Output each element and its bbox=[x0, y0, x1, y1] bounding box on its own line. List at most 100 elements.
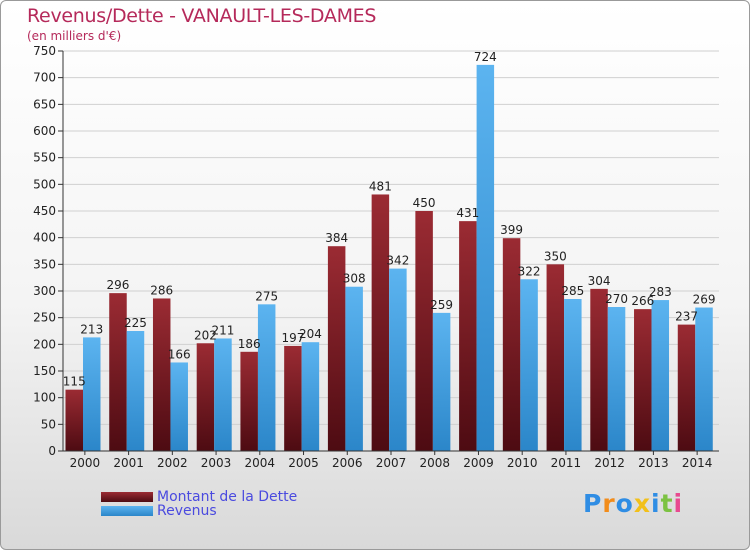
x-tick-label: 2004 bbox=[245, 456, 276, 470]
data-label-dette-2004: 186 bbox=[238, 337, 261, 351]
proxiti-logo: Proxiti bbox=[583, 489, 683, 518]
bar-dette-2007 bbox=[371, 194, 390, 451]
x-tick-label: 2010 bbox=[507, 456, 538, 470]
bar-revenus-2000 bbox=[83, 337, 101, 451]
y-tick-label: 350 bbox=[33, 257, 56, 271]
logo-letter: i bbox=[673, 489, 684, 518]
data-label-revenus-2001: 225 bbox=[124, 316, 147, 330]
x-tick-label: 2003 bbox=[201, 456, 232, 470]
logo-letter: t bbox=[660, 489, 674, 518]
bar-dette-2006 bbox=[327, 246, 346, 451]
bar-dette-2000 bbox=[65, 389, 83, 451]
data-label-revenus-2012: 270 bbox=[605, 292, 628, 306]
legend-label-revenus: Revenus bbox=[157, 503, 217, 519]
y-tick-label: 750 bbox=[33, 44, 56, 58]
bar-dette-2001 bbox=[109, 293, 127, 451]
data-label-revenus-2000: 213 bbox=[80, 322, 103, 336]
logo-letter: P bbox=[583, 489, 603, 518]
chart-title: Revenus/Dette - VANAULT-LES-DAMES bbox=[27, 5, 377, 27]
data-label-revenus-2006: 308 bbox=[343, 272, 366, 286]
y-tick-label: 700 bbox=[33, 71, 56, 85]
data-label-dette-2013: 266 bbox=[631, 294, 654, 308]
y-tick-label: 100 bbox=[33, 391, 56, 405]
data-label-revenus-2008: 259 bbox=[430, 298, 453, 312]
y-tick-label: 250 bbox=[33, 311, 56, 325]
bar-revenus-2013 bbox=[651, 300, 670, 451]
data-label-dette-2000: 115 bbox=[63, 375, 86, 389]
legend-swatch-dette bbox=[101, 492, 153, 502]
bar-revenus-2008 bbox=[432, 312, 451, 451]
x-tick-label: 2014 bbox=[682, 456, 713, 470]
y-tick-label: 400 bbox=[33, 231, 56, 245]
data-label-revenus-2009: 724 bbox=[474, 50, 497, 64]
logo-letter: i bbox=[651, 489, 661, 518]
data-label-dette-2008: 450 bbox=[413, 196, 436, 210]
data-label-revenus-2005: 204 bbox=[299, 327, 322, 341]
bar-dette-2004 bbox=[240, 351, 258, 451]
data-label-revenus-2003: 211 bbox=[211, 323, 234, 337]
logo-letter: x bbox=[633, 489, 651, 518]
bar-dette-2003 bbox=[196, 343, 215, 451]
data-label-revenus-2002: 166 bbox=[168, 347, 191, 361]
x-tick-label: 2007 bbox=[376, 456, 407, 470]
data-label-dette-2010: 399 bbox=[500, 223, 523, 237]
y-tick-label: 50 bbox=[41, 417, 56, 431]
bar-revenus-2005 bbox=[301, 342, 320, 451]
y-tick-label: 550 bbox=[33, 151, 56, 165]
y-tick-label: 600 bbox=[33, 124, 56, 138]
bars bbox=[65, 64, 713, 451]
legend-item-dette: Montant de la Dette bbox=[101, 489, 298, 505]
data-label-revenus-2013: 283 bbox=[649, 285, 672, 299]
bar-dette-2002 bbox=[152, 298, 171, 451]
data-label-revenus-2010: 322 bbox=[518, 264, 541, 278]
y-tick-label: 200 bbox=[33, 337, 56, 351]
data-label-dette-2006: 384 bbox=[325, 231, 348, 245]
bar-revenus-2004 bbox=[257, 304, 276, 451]
x-tick-label: 2001 bbox=[113, 456, 144, 470]
data-label-dette-2001: 296 bbox=[107, 278, 130, 292]
legend-item-revenus: Revenus bbox=[101, 503, 217, 519]
bar-revenus-2011 bbox=[564, 299, 582, 451]
bar-dette-2014 bbox=[677, 324, 696, 451]
data-label-dette-2005: 197 bbox=[281, 331, 304, 345]
bar-revenus-2009 bbox=[476, 64, 495, 451]
bar-revenus-2001 bbox=[126, 331, 145, 451]
y-tick-label: 150 bbox=[33, 364, 56, 378]
data-label-dette-2009: 431 bbox=[456, 206, 479, 220]
x-tick-label: 2012 bbox=[594, 456, 625, 470]
data-label-revenus-2004: 275 bbox=[255, 289, 278, 303]
x-tick-label: 2008 bbox=[419, 456, 450, 470]
bar-dette-2012 bbox=[590, 288, 608, 451]
y-tick-label: 650 bbox=[33, 97, 56, 111]
x-tick-label: 2005 bbox=[288, 456, 319, 470]
legend-swatch-revenus bbox=[101, 506, 153, 516]
data-label-dette-2003: 202 bbox=[194, 328, 217, 342]
logo-letter: o bbox=[615, 489, 634, 518]
y-tick-label: 300 bbox=[33, 284, 56, 298]
bar-dette-2011 bbox=[546, 264, 565, 451]
x-tick-label: 2000 bbox=[70, 456, 101, 470]
legend-label-dette: Montant de la Dette bbox=[157, 489, 298, 505]
y-tick-label: 500 bbox=[33, 177, 56, 191]
bar-revenus-2003 bbox=[214, 338, 232, 451]
bar-dette-2009 bbox=[459, 221, 477, 451]
bar-revenus-2012 bbox=[607, 307, 626, 451]
x-tick-label: 2009 bbox=[463, 456, 494, 470]
bar-revenus-2006 bbox=[345, 286, 363, 451]
x-tick-label: 2011 bbox=[551, 456, 582, 470]
data-label-dette-2007: 481 bbox=[369, 179, 392, 193]
bar-dette-2013 bbox=[634, 309, 652, 451]
data-label-revenus-2011: 285 bbox=[561, 284, 584, 298]
data-label-dette-2012: 304 bbox=[588, 274, 611, 288]
data-label-dette-2014: 237 bbox=[675, 310, 698, 324]
axes: 0 50 100 150 200 250 300 350 400 450 500 550 600 650 7… bbox=[33, 44, 719, 470]
y-tick-label: 450 bbox=[33, 204, 56, 218]
bar-revenus-2007 bbox=[389, 268, 407, 451]
bar-revenus-2002 bbox=[170, 362, 188, 451]
data-label-dette-2011: 350 bbox=[544, 249, 567, 263]
data-label-revenus-2007: 342 bbox=[386, 254, 409, 268]
data-label-dette-2002: 286 bbox=[150, 283, 173, 297]
